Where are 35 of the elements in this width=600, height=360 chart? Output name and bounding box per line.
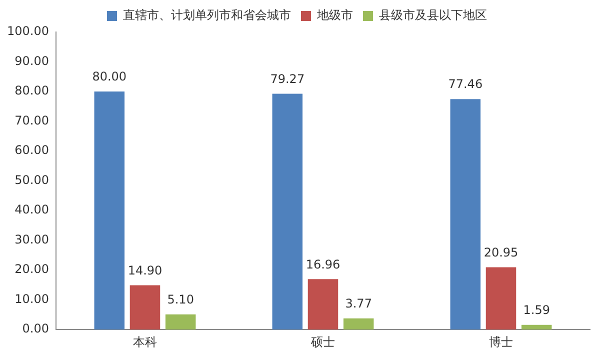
legend-label: 直辖市、计划单列市和省会城市 xyxy=(123,8,291,22)
legend-label: 县级市及县以下地区 xyxy=(379,8,487,22)
bar xyxy=(450,99,481,330)
data-label: 14.90 xyxy=(128,263,162,278)
data-label: 77.46 xyxy=(448,77,483,92)
x-tick-label: 硕士 xyxy=(310,334,335,349)
data-label: 20.95 xyxy=(484,245,518,260)
bar xyxy=(272,94,303,330)
y-tick-label: 80.00 xyxy=(14,84,49,98)
data-label: 1.59 xyxy=(523,302,550,317)
bar xyxy=(486,267,516,330)
data-label: 80.00 xyxy=(92,70,127,84)
bar xyxy=(165,314,196,330)
legend-label: 地级市 xyxy=(316,8,353,22)
x-tick-label: 本科 xyxy=(132,334,157,349)
data-label: 16.96 xyxy=(306,257,340,272)
bar xyxy=(308,279,338,330)
y-tick-label: 50.00 xyxy=(14,172,49,187)
bar xyxy=(130,285,160,330)
y-tick-label: 30.00 xyxy=(14,232,49,246)
y-tick-label: 60.00 xyxy=(14,143,49,158)
data-label: 79.27 xyxy=(270,72,305,86)
y-tick-label: 90.00 xyxy=(14,54,49,68)
bar xyxy=(94,92,125,330)
y-tick-label: 40.00 xyxy=(14,202,49,217)
y-tick-label: 70.00 xyxy=(14,113,49,128)
data-label: 5.10 xyxy=(167,292,194,307)
y-tick-label: 10.00 xyxy=(14,292,49,306)
bar xyxy=(343,318,374,330)
y-tick-label: 100.00 xyxy=(6,24,49,38)
y-tick-label: 20.00 xyxy=(14,262,49,276)
bar xyxy=(521,324,552,330)
y-tick-label: 0.00 xyxy=(22,322,49,336)
x-tick-label: 博士 xyxy=(489,334,513,349)
data-label: 3.77 xyxy=(345,296,372,311)
